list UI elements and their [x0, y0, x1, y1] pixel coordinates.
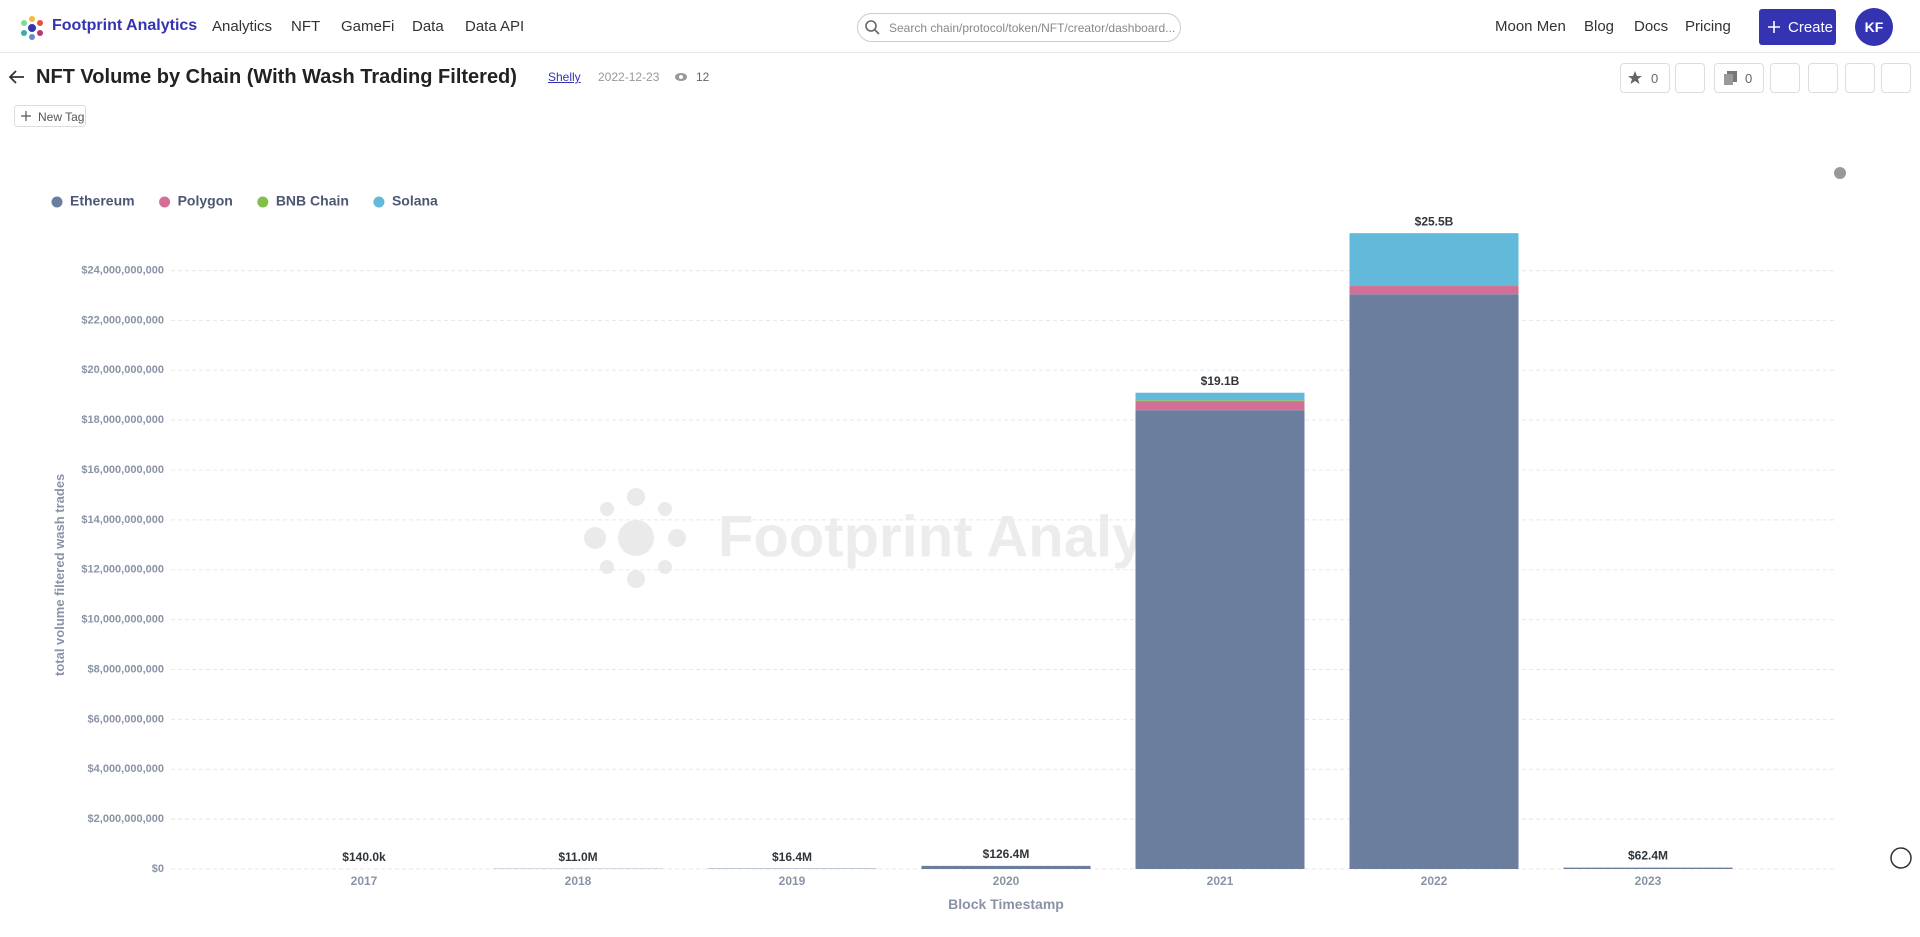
total-label: $140.0k: [342, 850, 386, 864]
legend-label: BNB Chain: [276, 193, 349, 209]
y-tick-label: $0: [152, 863, 164, 875]
y-tick-label: $8,000,000,000: [88, 663, 164, 675]
nav-link[interactable]: NFT: [291, 18, 321, 35]
star-icon: [1628, 71, 1642, 84]
bar-segment: [1135, 401, 1305, 411]
avatar[interactable]: KF: [1855, 8, 1893, 46]
x-tick-label: 2019: [779, 874, 806, 888]
total-label: $16.4M: [772, 850, 812, 864]
brand[interactable]: Footprint Analytics: [52, 17, 198, 34]
top-bar: Footprint Analytics Analytics NFT GameFi…: [0, 0, 1920, 53]
x-tick-label: 2018: [565, 874, 592, 888]
watermark-icon: [584, 488, 686, 588]
y-tick-label: $6,000,000,000: [88, 713, 164, 725]
views-count: 12: [696, 70, 710, 84]
download-button[interactable]: [1845, 63, 1875, 93]
nav-link[interactable]: Data API: [465, 18, 525, 35]
author[interactable]: Shelly: [548, 70, 581, 84]
total-label: $25.5B: [1415, 214, 1454, 228]
total-label: $62.4M: [1628, 849, 1668, 863]
total-label: $11.0M: [558, 850, 597, 864]
y-tick-label: $22,000,000,000: [81, 314, 164, 326]
date: 2022-12-23: [598, 70, 660, 84]
x-axis-title: Block Timestamp: [948, 896, 1064, 912]
bar-segment: [921, 865, 1091, 869]
plus-icon: [21, 111, 31, 121]
legend-marker: [257, 196, 269, 208]
nav-link[interactable]: Moon Men: [1495, 18, 1566, 35]
search-icon: [865, 20, 880, 35]
y-tick-label: $18,000,000,000: [81, 414, 164, 426]
nav-link[interactable]: Analytics: [212, 18, 273, 35]
bar-segment: [1135, 400, 1305, 402]
x-tick-label: 2020: [993, 874, 1020, 888]
total-label: $19.1B: [1201, 374, 1240, 388]
y-axis-title: total volume filtered wash trades: [52, 474, 67, 676]
more-button[interactable]: [1881, 63, 1911, 93]
x-tick-label: 2023: [1635, 874, 1662, 888]
bar-segment: [1349, 233, 1519, 286]
back-arrow[interactable]: [8, 68, 26, 86]
y-tick-label: $10,000,000,000: [81, 614, 164, 626]
star-button[interactable]: 0: [1620, 63, 1670, 93]
nav-link[interactable]: GameFi: [341, 18, 395, 35]
total-label: $126.4M: [983, 847, 1030, 861]
bar-segment: [1349, 294, 1519, 870]
y-tick-label: $20,000,000,000: [81, 364, 164, 376]
views-icon: [675, 73, 687, 81]
nav-link[interactable]: Data: [412, 18, 444, 35]
legend-label: Ethereum: [70, 193, 135, 209]
new-tag-button[interactable]: New Tag: [14, 105, 86, 127]
dashboard-title: NFT Volume by Chain (With Wash Trading F…: [36, 66, 517, 88]
nav-link[interactable]: Pricing: [1685, 18, 1731, 35]
y-tick-label: $4,000,000,000: [88, 763, 164, 775]
logo-icon: [21, 16, 43, 40]
bar-segment: [1563, 868, 1733, 869]
bar-segment: [1135, 410, 1305, 869]
legend-label: Polygon: [178, 193, 233, 209]
x-tick-label: 2022: [1421, 874, 1448, 888]
y-tick-label: $2,000,000,000: [88, 813, 164, 825]
nav-link[interactable]: Blog: [1584, 18, 1615, 35]
plus-icon: [1768, 21, 1780, 33]
info-icon[interactable]: [1834, 167, 1846, 179]
legend-marker: [51, 196, 63, 208]
legend-marker: [373, 196, 385, 208]
copy-button[interactable]: 0: [1714, 63, 1764, 93]
help-icon[interactable]: [1890, 847, 1912, 869]
nav-link[interactable]: Docs: [1634, 18, 1669, 35]
search-box[interactable]: Search chain/protocol/token/NFT/creator/…: [857, 13, 1181, 42]
legend-label: Solana: [392, 193, 438, 209]
y-tick-label: $16,000,000,000: [81, 464, 164, 476]
snapshot-button[interactable]: [1808, 63, 1838, 93]
share-button[interactable]: [1770, 63, 1800, 93]
bar-segment: [1135, 392, 1305, 401]
x-tick-label: 2017: [351, 874, 378, 888]
copy-icon: [1724, 71, 1737, 85]
edit-button[interactable]: [1675, 63, 1705, 93]
y-tick-label: $12,000,000,000: [81, 564, 164, 576]
y-tick-label: $24,000,000,000: [81, 264, 164, 276]
bar-segment: [1349, 286, 1519, 295]
x-tick-label: 2021: [1207, 874, 1234, 888]
y-tick-label: $14,000,000,000: [81, 514, 164, 526]
legend-marker: [159, 196, 171, 208]
